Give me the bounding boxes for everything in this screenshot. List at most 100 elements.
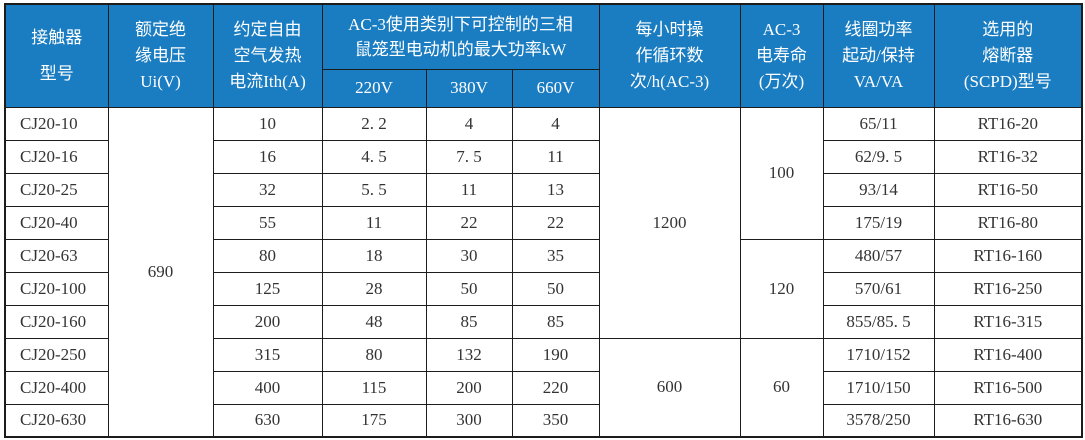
table-row: CJ20-400 400 115 200 220 1710/150 RT16-5… (4, 370, 1083, 405)
cell-coil: 3578/250 (822, 403, 935, 438)
cell-fuse: RT16-315 (933, 304, 1083, 339)
cell-fuse: RT16-160 (933, 238, 1083, 273)
header-380v: 380V (425, 68, 513, 108)
header-life-line3: (万次) (758, 71, 805, 91)
cell-cycles-1200: 1200 (598, 106, 741, 339)
table-row: CJ20-63 80 18 30 35 120 480/57 RT16-160 (4, 238, 1083, 339)
cell-ith: 125 (212, 271, 323, 306)
cell-p660: 35 (511, 238, 600, 273)
table-header: 接触器 型号 额定绝 缘电压 Ui(V) 约定自由 空气发热 电流Ith (4, 3, 1083, 108)
cell-p220: 18 (321, 238, 427, 273)
cell-p380: 85 (425, 304, 513, 339)
cell-ith: 16 (212, 139, 323, 174)
header-fuse-line2: 熔断器 (982, 45, 1034, 65)
table-row: CJ20-250 315 80 132 190 600 60 1710/152 … (4, 337, 1083, 438)
header-thermal-current-line3: 电流Ith(A) (229, 71, 306, 91)
cell-ith: 200 (212, 304, 323, 339)
header-model-line1: 接触器 (31, 27, 83, 47)
cell-p660: 190 (511, 337, 600, 372)
cell-p380: 11 (425, 172, 513, 207)
cell-p220: 5. 5 (321, 172, 427, 207)
cell-p380: 22 (425, 205, 513, 240)
cell-p220: 11 (321, 205, 427, 240)
cell-p660: 22 (511, 205, 600, 240)
cell-model: CJ20-630 (4, 403, 109, 438)
cell-ith: 10 (212, 106, 323, 141)
header-660v: 660V (511, 68, 600, 108)
header-power-group: AC-3使用类别下可控制的三相 鼠笼型电动机的最大功率kW (321, 3, 600, 70)
header-life-line2: 电寿命 (756, 45, 808, 65)
header-coil-power-line2: 起动/保持 (842, 45, 915, 65)
cell-life-100: 100 (739, 106, 824, 240)
cell-ith: 32 (212, 172, 323, 207)
cell-coil: 1710/152 (822, 337, 935, 372)
table-row: CJ20-630 630 175 300 350 3578/250 RT16-6… (4, 403, 1083, 438)
cell-model: CJ20-160 (4, 304, 109, 339)
cell-p380: 132 (425, 337, 513, 372)
cell-fuse: RT16-50 (933, 172, 1083, 207)
cell-p660: 220 (511, 370, 600, 405)
header-fuse: 选用的 熔断器 (SCPD)型号 (933, 3, 1083, 108)
cell-model: CJ20-40 (4, 205, 109, 240)
header-cycles-line3: 次/h(AC-3) (629, 71, 710, 91)
table-row: CJ20-40 55 11 22 22 175/19 RT16-80 (4, 205, 1083, 240)
cell-p380: 50 (425, 271, 513, 306)
cell-coil: 570/61 (822, 271, 935, 306)
header-model-line2: 型号 (39, 63, 74, 83)
cell-ui-voltage: 690 (107, 106, 214, 438)
header-thermal-current: 约定自由 空气发热 电流Ith(A) (212, 3, 323, 108)
cell-p220: 80 (321, 337, 427, 372)
cell-coil: 1710/150 (822, 370, 935, 405)
cell-cycles-600: 600 (598, 337, 741, 438)
header-cycles: 每小时操 作循环数 次/h(AC-3) (598, 3, 741, 108)
header-insulation-voltage: 额定绝 缘电压 Ui(V) (107, 3, 214, 108)
cell-life-120: 120 (739, 238, 824, 339)
table-row: CJ20-16 16 4. 5 7. 5 11 62/9. 5 RT16-32 (4, 139, 1083, 174)
header-fuse-line3: (SCPD)型号 (963, 71, 1052, 91)
cell-p380: 30 (425, 238, 513, 273)
cell-coil: 855/85. 5 (822, 304, 935, 339)
table-row: CJ20-25 32 5. 5 11 13 93/14 RT16-50 (4, 172, 1083, 207)
cell-ith: 630 (212, 403, 323, 438)
cell-p660: 85 (511, 304, 600, 339)
cell-p220: 4. 5 (321, 139, 427, 174)
cell-fuse: RT16-250 (933, 271, 1083, 306)
contactor-spec-table: 接触器 型号 额定绝 缘电压 Ui(V) 约定自由 空气发热 电流Ith (4, 3, 1084, 438)
header-coil-power-line3: VA/VA (853, 71, 904, 91)
cell-coil: 65/11 (822, 106, 935, 141)
cell-p380: 300 (425, 403, 513, 438)
cell-p380: 7. 5 (425, 139, 513, 174)
header-insulation-voltage-line1: 额定绝 (135, 19, 186, 39)
cell-coil: 62/9. 5 (822, 139, 935, 174)
cell-fuse: RT16-500 (933, 370, 1083, 405)
cell-coil: 93/14 (822, 172, 935, 207)
header-cycles-line2: 作循环数 (635, 45, 704, 65)
cell-model: CJ20-16 (4, 139, 109, 174)
cell-ith: 400 (212, 370, 323, 405)
cell-model: CJ20-250 (4, 337, 109, 372)
cell-coil: 480/57 (822, 238, 935, 273)
cell-ith: 55 (212, 205, 323, 240)
header-fuse-line1: 选用的 (982, 19, 1034, 39)
cell-p380: 4 (425, 106, 513, 141)
header-model: 接触器 型号 (4, 3, 109, 108)
header-life-line1: AC-3 (762, 19, 801, 39)
cell-p220: 115 (321, 370, 427, 405)
header-insulation-voltage-line3: Ui(V) (140, 71, 181, 91)
cell-p220: 48 (321, 304, 427, 339)
header-thermal-current-line1: 约定自由 (233, 19, 302, 39)
cell-coil: 175/19 (822, 205, 935, 240)
cell-p660: 11 (511, 139, 600, 174)
cell-life-60: 60 (739, 337, 824, 438)
header-cycles-line1: 每小时操 (635, 19, 704, 39)
header-power-group-line2: 鼠笼型电动机的最大功率kW (354, 39, 567, 59)
cell-ith: 80 (212, 238, 323, 273)
table-row: CJ20-100 125 28 50 50 570/61 RT16-250 (4, 271, 1083, 306)
cell-p660: 4 (511, 106, 600, 141)
cell-fuse: RT16-630 (933, 403, 1083, 438)
header-coil-power-line1: 线圈功率 (844, 19, 913, 39)
cell-fuse: RT16-80 (933, 205, 1083, 240)
cell-p220: 28 (321, 271, 427, 306)
cell-p660: 50 (511, 271, 600, 306)
